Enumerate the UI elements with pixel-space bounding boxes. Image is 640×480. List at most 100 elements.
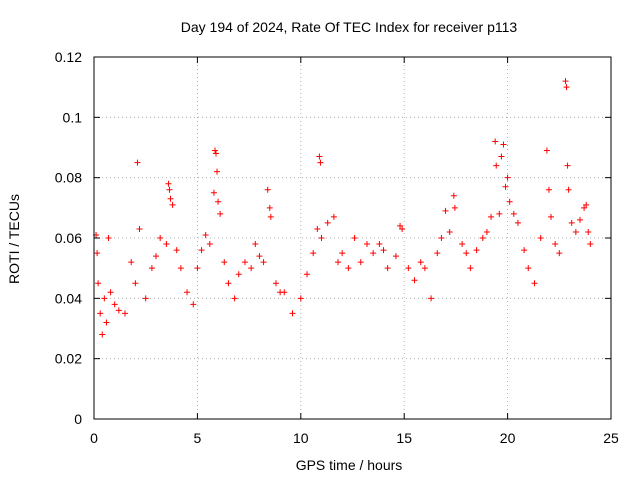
data-point	[411, 277, 418, 284]
data-point	[264, 186, 271, 193]
data-point	[324, 219, 331, 226]
data-point	[107, 289, 114, 296]
data-point	[488, 213, 495, 220]
data-point	[99, 331, 106, 338]
data-point	[463, 250, 470, 257]
data-point	[225, 280, 232, 287]
axis-ticks	[93, 56, 612, 420]
data-point	[211, 147, 218, 154]
data-point	[132, 280, 139, 287]
data-point	[202, 231, 209, 238]
data-point	[198, 247, 205, 254]
data-point	[545, 186, 552, 193]
data-point	[496, 210, 503, 217]
data-point	[405, 265, 412, 272]
data-point	[438, 235, 445, 241]
data-point	[473, 247, 480, 254]
x-axis-label: GPS time / hours	[296, 457, 403, 473]
data-point	[442, 207, 449, 214]
x-tick-label: 20	[500, 430, 516, 446]
data-point	[289, 310, 296, 317]
data-point	[548, 213, 555, 220]
data-point	[153, 253, 160, 260]
data-point	[128, 259, 135, 266]
data-point	[434, 250, 441, 257]
data-point	[345, 265, 352, 272]
data-point	[157, 235, 164, 241]
data-point	[565, 186, 572, 193]
data-point	[537, 235, 544, 241]
data-point	[585, 228, 592, 235]
data-point	[506, 198, 513, 205]
data-point	[165, 180, 172, 187]
data-point	[376, 241, 383, 248]
data-point	[267, 213, 274, 220]
data-point	[504, 174, 511, 181]
data-point	[384, 265, 391, 272]
data-point	[552, 241, 559, 248]
data-point	[173, 247, 180, 254]
data-point	[556, 250, 563, 257]
data-point	[248, 265, 255, 272]
chart-title: Day 194 of 2024, Rate Of TEC Index for r…	[181, 19, 518, 35]
data-point	[330, 213, 337, 220]
data-point	[572, 228, 579, 235]
data-point	[421, 265, 428, 272]
data-point	[493, 162, 500, 169]
y-tick-label: 0.04	[55, 290, 82, 306]
data-point	[502, 183, 509, 190]
data-point	[514, 219, 521, 226]
data-point	[111, 301, 118, 308]
data-point	[310, 250, 317, 257]
data-point	[563, 84, 570, 91]
data-point	[266, 204, 273, 211]
tick-labels: 0 0.02 0.04 0.06 0.08 0.1 0.12 0 5 10 15 20 25	[55, 49, 619, 446]
data-point	[339, 250, 346, 257]
data-point	[235, 271, 242, 278]
data-point	[521, 247, 528, 254]
data-point	[103, 319, 110, 326]
x-tick-label: 5	[194, 430, 202, 446]
y-tick-label: 0.1	[63, 109, 83, 125]
data-point	[581, 204, 588, 211]
data-point	[169, 201, 176, 208]
x-tick-label: 25	[603, 430, 619, 446]
data-point	[335, 259, 342, 266]
data-point	[316, 153, 323, 160]
y-tick-label: 0.08	[55, 170, 82, 186]
data-point	[115, 307, 122, 314]
data-point	[177, 265, 184, 272]
data-point	[213, 150, 220, 157]
data-point	[281, 289, 288, 296]
data-point	[184, 289, 191, 296]
data-point	[206, 241, 213, 248]
data-point	[351, 235, 358, 241]
data-point	[105, 235, 112, 241]
data-point	[166, 186, 173, 193]
y-tick-label: 0.06	[55, 230, 82, 246]
data-point	[397, 222, 404, 229]
data-point	[380, 247, 387, 254]
data-point	[543, 147, 550, 154]
data-point	[479, 235, 486, 241]
data-point	[214, 168, 221, 175]
data-point	[483, 228, 490, 235]
data-point	[399, 225, 406, 232]
data-point	[498, 153, 505, 160]
data-point	[231, 295, 238, 302]
data-point	[252, 241, 259, 248]
data-point	[576, 216, 583, 223]
data-point	[314, 225, 321, 232]
data-point	[194, 265, 201, 272]
y-tick-label: 0.12	[55, 49, 82, 65]
data-point	[363, 241, 370, 248]
data-point	[446, 228, 453, 235]
data-point	[450, 192, 457, 199]
data-point	[101, 295, 108, 302]
data-point	[241, 259, 248, 266]
data-point	[97, 310, 104, 317]
data-point	[167, 195, 174, 202]
data-point	[260, 259, 267, 266]
data-point	[190, 301, 197, 308]
data-point	[500, 141, 507, 148]
